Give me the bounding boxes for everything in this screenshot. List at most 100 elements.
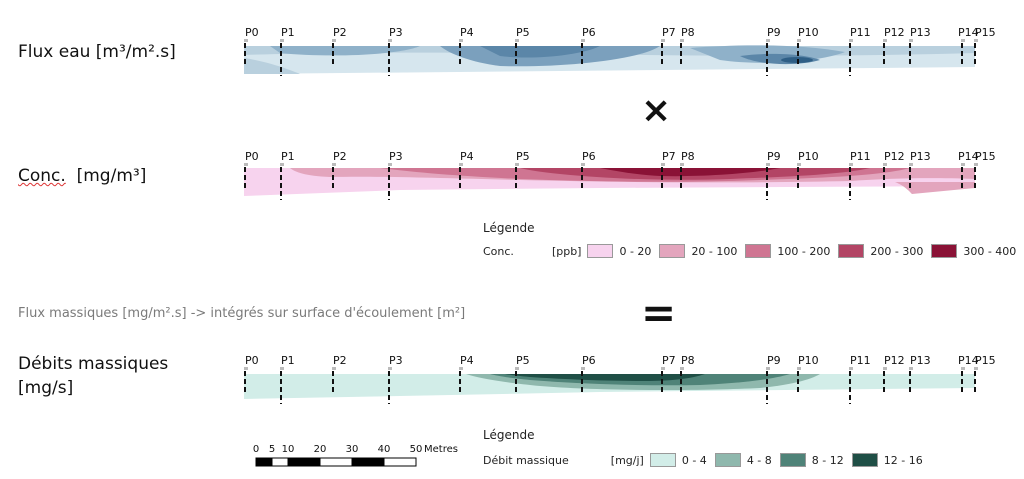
profile-tick [909, 39, 913, 42]
scale-segment [351, 457, 385, 467]
profile-label: P6 [582, 150, 596, 163]
scale-segment [255, 457, 273, 467]
profile-tick [909, 367, 913, 370]
profile-label: P8 [681, 354, 695, 367]
profile-label: P2 [333, 26, 347, 39]
conc-label-main: Conc. [18, 166, 66, 186]
profile-tick [581, 163, 585, 166]
profile-tick [388, 367, 392, 370]
conc-class-300-400 [600, 168, 780, 177]
profile-tick [883, 39, 887, 42]
scale-segment [271, 457, 289, 467]
legend-swatch [838, 244, 865, 258]
profile-tick [581, 367, 585, 370]
profile-label: P15 [975, 354, 996, 367]
profile-tick [961, 163, 965, 166]
profile-tick [909, 163, 913, 166]
scale-tick-label: 40 [378, 444, 391, 455]
row-label-mass-flow: Débits massiques [mg/s] [18, 352, 168, 400]
multiply-operator: × [641, 90, 672, 131]
profile-label: P0 [245, 354, 259, 367]
flux-zone-mid [270, 46, 420, 56]
conc-class-20-100 [895, 182, 975, 194]
profile-tick [280, 39, 284, 42]
profile-tick [332, 163, 336, 166]
profile-label: P10 [798, 150, 819, 163]
profile-label: P12 [884, 150, 905, 163]
mass-flux-note: Flux massiques [mg/m².s] -> intégrés sur… [18, 306, 466, 321]
mass-flow-label-line2: [mg/s] [18, 378, 74, 398]
scale-tick-label: 30 [346, 444, 359, 455]
legend-class: 300 - 400 [931, 244, 1016, 258]
profile-tick [797, 163, 801, 166]
profile-tick [680, 39, 684, 42]
profile-tick [849, 163, 853, 166]
profile-tick [459, 367, 463, 370]
legend-class: 0 - 4 [649, 453, 707, 467]
legend-class-label: 100 - 200 [777, 244, 831, 258]
legend-swatch [659, 244, 686, 258]
profile-tick [661, 39, 665, 42]
profile-label: P15 [975, 150, 996, 163]
profile-label: P8 [681, 150, 695, 163]
profile-label: P3 [389, 354, 403, 367]
profile-label: P4 [460, 26, 474, 39]
profile-tick [766, 39, 770, 42]
profile-tick [849, 39, 853, 42]
legend-swatch [779, 453, 806, 467]
profile-tick [332, 367, 336, 370]
scale-bar: 0 5 10 20 30 40 50 Metres [253, 444, 458, 467]
legend-swatch [649, 453, 676, 467]
scale-segment [383, 457, 417, 467]
profile-label: P1 [281, 354, 295, 367]
profile-tick [883, 367, 887, 370]
profile-label: P13 [910, 26, 931, 39]
scale-tick-label: 50 [410, 444, 423, 455]
profile-tick [961, 367, 965, 370]
legend-conc-items: 0 - 20 20 - 100 100 - 200 200 - 300 300 - 40… [587, 244, 1024, 258]
profile-label: P0 [245, 150, 259, 163]
profile-label: P6 [582, 354, 596, 367]
profile-label: P1 [281, 150, 295, 163]
profile-tick [332, 39, 336, 42]
profile-tick [766, 367, 770, 370]
legend-class-label: 12 - 16 [883, 453, 923, 467]
legend-conc: Conc. [ppb] 0 - 20 20 - 100 100 - 200 200 -… [483, 244, 1024, 258]
profile-label: P9 [767, 150, 781, 163]
profile-tick [974, 163, 978, 166]
legend-class-label: 4 - 8 [746, 453, 772, 467]
legend-class: 0 - 20 [587, 244, 651, 258]
mass-flow-label-line1: Débits massiques [18, 354, 169, 374]
legend-class: 20 - 100 [659, 244, 737, 258]
profile-label: P11 [850, 26, 871, 39]
profile-tick [661, 367, 665, 370]
legend-debit: Débit massique [mg/j] 0 - 4 4 - 8 8 - 12 12… [483, 453, 931, 467]
scale-unit: Metres [424, 444, 458, 455]
profile-label: P8 [681, 26, 695, 39]
row-label-water-flux: Flux eau [m³/m².s] [18, 42, 176, 62]
profile-label: P9 [767, 354, 781, 367]
scale-segment [319, 457, 353, 467]
profile-label: P12 [884, 26, 905, 39]
legend-class: 4 - 8 [714, 453, 772, 467]
profile-tick [680, 367, 684, 370]
profile-tick [280, 163, 284, 166]
profile-label: P0 [245, 26, 259, 39]
profile-tick [515, 163, 519, 166]
legend-swatch [587, 244, 614, 258]
profile-label: P5 [516, 354, 530, 367]
profile-label: P3 [389, 150, 403, 163]
profile-label: P4 [460, 354, 474, 367]
legend-class: 100 - 200 [745, 244, 830, 258]
legend-class-label: 0 - 4 [681, 453, 707, 467]
profile-label: P15 [975, 26, 996, 39]
legend-swatch [714, 453, 741, 467]
legend-class: 8 - 12 [779, 453, 844, 467]
profile-label: P2 [333, 354, 347, 367]
scale-tick-label: 20 [314, 444, 327, 455]
legend-class-label: 200 - 300 [870, 244, 924, 258]
profile-tick [459, 39, 463, 42]
legend-class-label: 0 - 20 [619, 244, 652, 258]
